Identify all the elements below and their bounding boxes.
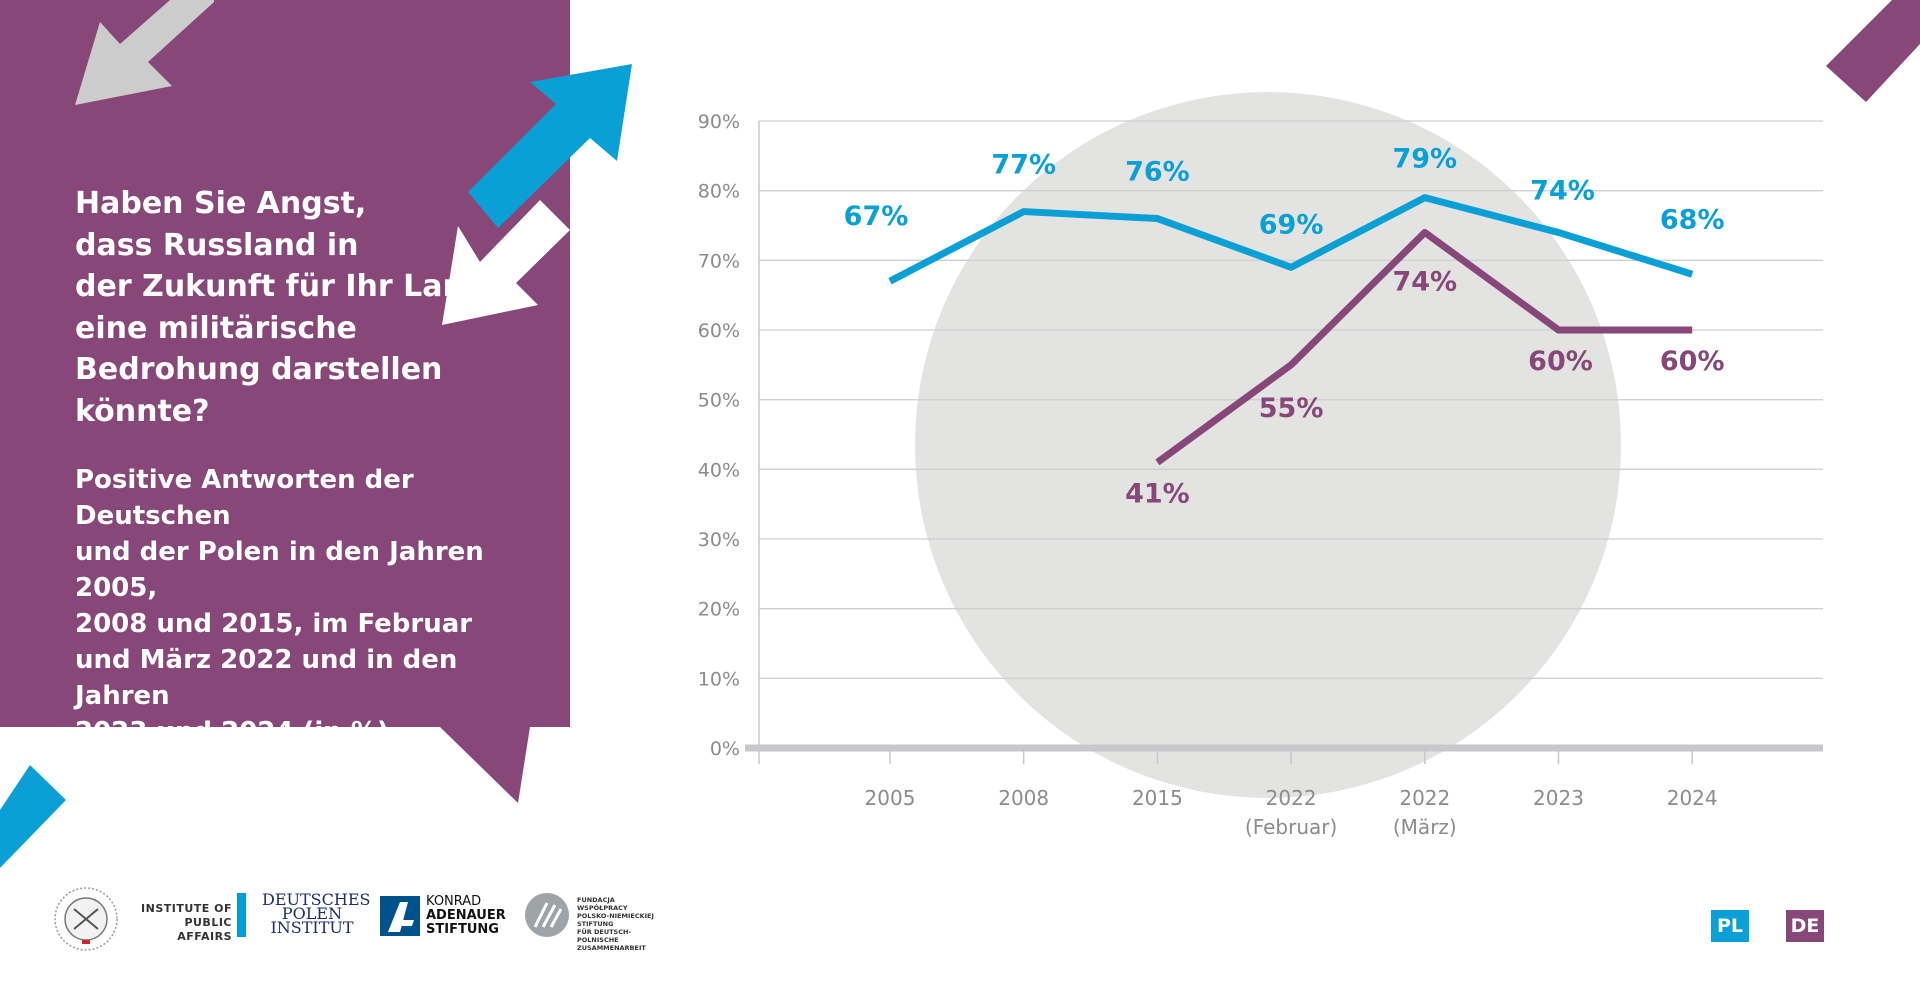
question-title: Haben Sie Angst, dass Russland in der Zu…: [75, 183, 535, 432]
subtitle-line: und März 2022 und in den Jahren: [75, 645, 458, 711]
fwpn-line: FUNDACJA WSPÓŁPRACY: [577, 896, 628, 912]
fwpn-line: FÜR DEUTSCH-POLNISCHE: [577, 928, 632, 944]
fwpn-logo: FUNDACJA WSPÓŁPRACY POLSKO-NIEMIECKIEJ S…: [525, 890, 665, 952]
y-tick-label: 0%: [710, 738, 740, 760]
data-label: 41%: [1125, 478, 1190, 509]
question-line: Haben Sie Angst,: [75, 186, 367, 221]
subtitle-line: 2023 und 2024 (in %).: [75, 717, 399, 747]
ipa-line: PUBLIC AFFAIRS: [177, 916, 232, 943]
dpi-line: INSTITUT: [270, 918, 354, 937]
x-tick-label: 2022: [1266, 786, 1317, 810]
subtitle-line: und der Polen in den Jahren 2005,: [75, 537, 484, 603]
data-label: 68%: [1660, 204, 1725, 235]
blue-arrow-icon: [468, 64, 632, 228]
data-label: 55%: [1259, 393, 1324, 424]
dpi-line: POLEN: [281, 904, 343, 923]
background-circle: [915, 92, 1621, 798]
x-tick-label: (März): [1393, 815, 1457, 839]
dpi-line: DEUTSCHES: [262, 890, 371, 909]
kas-line: STIFTUNG: [426, 922, 499, 937]
speech-bubble-tail: [440, 727, 530, 803]
y-tick-label: 20%: [698, 599, 740, 621]
x-tick-label: 2005: [865, 786, 916, 810]
institute-of-public-affairs-logo: INSTITUTE OF PUBLIC AFFAIRS: [136, 893, 246, 943]
kas-line: ADENAUER: [426, 908, 506, 923]
fwpn-line: POLSKO-NIEMIECKIEJ: [577, 912, 654, 920]
language-de-button[interactable]: DE: [1786, 910, 1824, 942]
y-tick-label: 30%: [698, 529, 740, 551]
data-label: 67%: [844, 201, 909, 232]
x-tick-label: 2023: [1533, 786, 1584, 810]
y-tick-label: 80%: [698, 181, 740, 203]
chart-series: [888, 194, 1694, 466]
y-tick-label: 50%: [698, 390, 740, 412]
x-tick-label: 2022: [1399, 786, 1450, 810]
white-arrow-icon: [442, 200, 570, 325]
x-tick-label: 2015: [1132, 786, 1183, 810]
data-label: 60%: [1528, 346, 1593, 377]
blue-corner-stripe: [0, 765, 66, 868]
konrad-adenauer-stiftung-logo: KONRAD ADENAUER STIFTUNG: [380, 893, 510, 937]
x-tick-label: 2008: [998, 786, 1049, 810]
question-line: Bedrohung darstellen könnte?: [75, 352, 443, 429]
y-tick-label: 10%: [698, 668, 740, 690]
question-line: dass Russland in: [75, 227, 359, 263]
language-pl-button[interactable]: PL: [1711, 910, 1749, 942]
data-label: 74%: [1392, 266, 1457, 297]
subtitle-line: Positive Antworten der Deutschen: [75, 465, 414, 531]
y-tick-label: 70%: [698, 250, 740, 272]
data-label: 77%: [991, 150, 1056, 181]
data-label: 76%: [1125, 157, 1190, 188]
data-label: 69%: [1259, 209, 1324, 240]
question-line: eine militärische: [75, 310, 357, 346]
data-label: 74%: [1530, 175, 1595, 206]
data-label: 79%: [1392, 144, 1457, 175]
ipa-line: INSTITUTE OF: [141, 902, 232, 915]
fwpn-line: ZUSAMMENARBEIT: [577, 944, 646, 952]
barometer-logo: [54, 887, 118, 951]
data-label: 60%: [1660, 346, 1725, 377]
purple-panel: [0, 0, 570, 727]
question-line: der Zukunft für Ihr Land: [75, 269, 486, 304]
grey-arrow-icon: [75, 0, 214, 105]
fwpn-line: STIFTUNG: [577, 920, 614, 928]
kas-line: KONRAD: [426, 894, 482, 909]
fwpn-mark-icon: [525, 893, 569, 937]
chart-data-labels: 67% 77% 76% 69% 79% 74% 68% 41% 55% 74% 60% 60%: [844, 144, 1725, 510]
y-tick-label: 40%: [698, 459, 740, 481]
subtitle-line: 2008 und 2015, im Februar: [75, 609, 473, 639]
chart-subtitle: Positive Antworten der Deutschen und der…: [75, 462, 535, 750]
purple-corner-stripe: [1826, 0, 1920, 102]
kas-mark-icon: [380, 896, 420, 936]
y-tick-label: 60%: [698, 320, 740, 342]
x-tick-label: 2024: [1667, 786, 1718, 810]
chart-axes: 0% 10% 20% 30% 40% 50% 60% 70% 80% 90% 2005 2008 201…: [698, 111, 1823, 839]
y-tick-label: 90%: [698, 111, 740, 133]
deutsches-polen-institut-logo: DEUTSCHES POLEN INSTITUT: [262, 890, 371, 939]
x-tick-label: (Februar): [1245, 815, 1337, 839]
